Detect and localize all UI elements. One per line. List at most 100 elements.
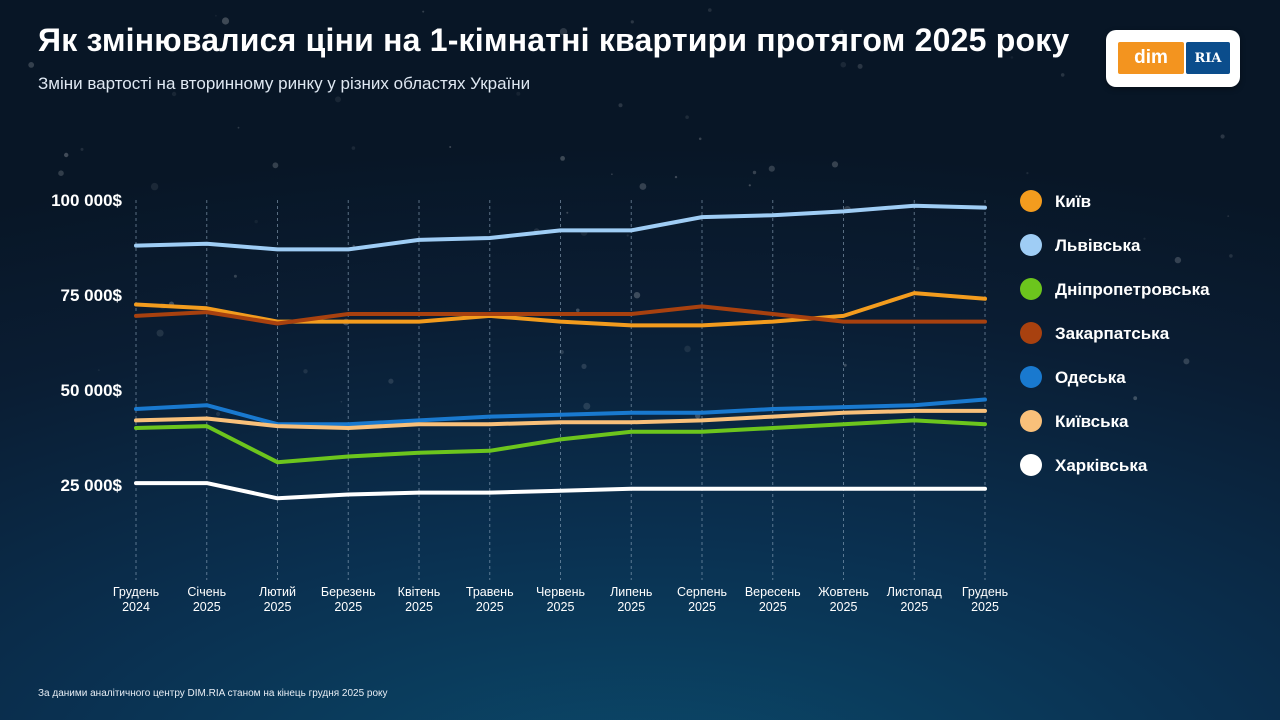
x-tick-label: Квітень 2025 (398, 585, 441, 614)
snow-dot (303, 369, 308, 374)
snow-dot (63, 152, 69, 158)
snow-dot (272, 162, 279, 169)
snow-dot (449, 146, 452, 148)
legend-label: Харківська (1055, 456, 1148, 475)
snow-dot (685, 115, 689, 119)
legend-label: Львівська (1055, 236, 1141, 255)
y-tick-label: 25 000$ (61, 476, 123, 495)
series-line-Київська (134, 408, 987, 430)
snow-dot (80, 147, 84, 151)
logo-dim: dim (1118, 42, 1184, 74)
snow-dot (150, 182, 159, 191)
snow-dot (1174, 256, 1182, 264)
legend-marker (1020, 278, 1042, 300)
snow-dot (340, 400, 343, 403)
snow-dot (674, 175, 678, 179)
legend-label: Київ (1055, 192, 1091, 211)
snow-dot (916, 266, 920, 271)
x-tick-label: Березень 2025 (321, 585, 376, 614)
snow-dot (171, 91, 177, 97)
snow-dot (28, 62, 35, 68)
page-subtitle: Зміни вартості на вторинному ринку у різ… (38, 74, 531, 93)
snow-dot (233, 274, 237, 278)
snow-dot (684, 345, 691, 353)
snow-dot (768, 165, 775, 172)
snow-dot (639, 183, 647, 190)
page-title: Як змінювалися ціни на 1-кімнатні кварти… (38, 22, 1070, 58)
x-tick-label: Листопад 2025 (887, 585, 943, 614)
snow-dot (831, 161, 839, 168)
snow-decoration (28, 8, 1233, 419)
legend: Київ Львівська Дніпропетровська Закарпатськ… (1020, 190, 1210, 476)
snow-dot (840, 61, 847, 68)
snow-dot (1133, 396, 1138, 401)
series-line-Харківська (134, 481, 987, 501)
dim-ria-logo: dim RIA (1106, 30, 1240, 87)
legend-item: Львівська (1020, 234, 1141, 256)
x-axis: Грудень 2024 Січень 2025 Лютий 2025 Березень 20… (113, 585, 1008, 614)
legend-marker (1020, 190, 1042, 212)
snow-dot (97, 369, 100, 372)
x-tick-label: Січень 2025 (187, 585, 226, 614)
snow-dot (214, 14, 217, 17)
snow-dot (559, 28, 568, 36)
snow-dot (221, 17, 230, 25)
snow-dot (422, 10, 425, 13)
snow-dot (351, 146, 356, 150)
legend-marker (1020, 366, 1042, 388)
legend-item: Одеська (1020, 366, 1126, 388)
y-tick-label: 100 000$ (51, 191, 122, 210)
snow-dot (708, 8, 712, 12)
snow-dot (698, 137, 702, 141)
snow-dot (1220, 134, 1225, 139)
snow-dot (1026, 172, 1029, 175)
legend-label: Київська (1055, 412, 1129, 431)
x-tick-label: Грудень 2025 (962, 585, 1008, 614)
x-gridlines (135, 200, 986, 580)
legend-marker (1020, 234, 1042, 256)
legend-label: Одеська (1055, 368, 1126, 387)
snow-dot (516, 91, 521, 96)
snow-dot (626, 234, 629, 237)
series-line-Дніпропетровська (134, 418, 987, 465)
x-tick-label: Жовтень 2025 (818, 585, 869, 614)
snow-dot (1229, 254, 1233, 258)
series-line-Львівська (134, 203, 987, 252)
y-axis: 100 000$ 75 000$ 50 000$ 25 000$ (51, 191, 122, 495)
snow-dot (1010, 56, 1014, 59)
snow-dot (843, 363, 847, 367)
legend-item: Київ (1020, 190, 1091, 212)
legend-label: Дніпропетровська (1055, 280, 1210, 299)
snow-dot (857, 63, 863, 69)
snow-dot (335, 96, 341, 103)
snow-dot (58, 170, 64, 176)
snow-dot (156, 329, 164, 337)
legend-label: Закарпатська (1055, 324, 1170, 343)
snow-dot (216, 411, 221, 417)
x-tick-label: Грудень 2024 (113, 585, 159, 614)
snow-dot (1143, 237, 1146, 240)
legend-item: Київська (1020, 410, 1129, 432)
snow-dot (748, 184, 751, 187)
snow-dot (581, 363, 587, 369)
snow-dot (630, 20, 634, 24)
snow-dot (237, 126, 240, 129)
series-line-Закарпатська (134, 304, 987, 326)
snow-dot (1183, 358, 1190, 365)
logo-ria: RIA (1186, 42, 1230, 74)
x-tick-label: Липень 2025 (610, 585, 652, 614)
x-tick-label: Лютий 2025 (259, 585, 296, 614)
snow-dot (560, 156, 565, 161)
snow-dot (839, 29, 844, 35)
series-lines (134, 203, 987, 501)
snow-dot (583, 402, 591, 410)
snow-dot (388, 378, 394, 384)
legend-item: Закарпатська (1020, 322, 1170, 344)
y-tick-label: 75 000$ (61, 286, 123, 305)
snow-dot (796, 34, 801, 39)
snow-dot (633, 292, 641, 299)
snow-dot (254, 219, 258, 224)
x-tick-label: Червень 2025 (536, 585, 585, 614)
snow-dot (566, 211, 569, 214)
